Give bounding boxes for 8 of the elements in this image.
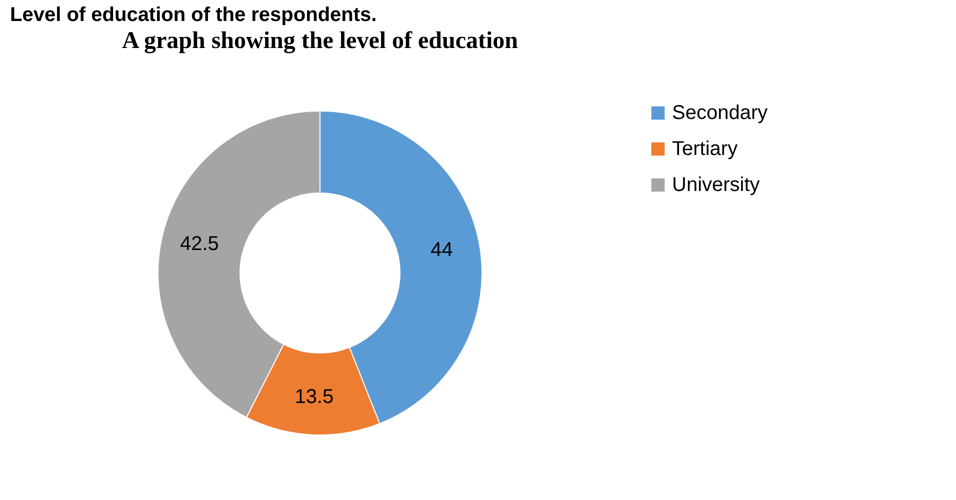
data-label: 44 (430, 238, 453, 261)
legend-label: Secondary (672, 102, 768, 124)
legend-label: Tertiary (672, 138, 738, 160)
legend-label: University (672, 174, 760, 196)
chart-title: A graph showing the level of education (122, 28, 518, 54)
data-label: 42.5 (180, 233, 219, 256)
data-label: 13.5 (294, 386, 334, 408)
text: Level of education of the respondents. (10, 4, 377, 26)
